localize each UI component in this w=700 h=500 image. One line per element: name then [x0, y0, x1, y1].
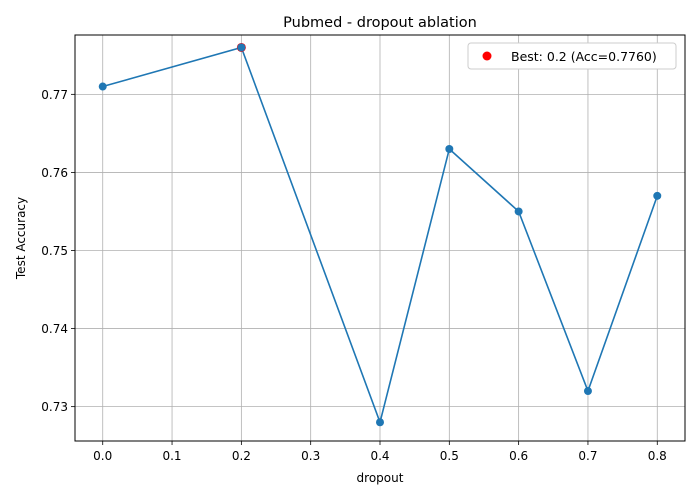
data-point	[583, 387, 592, 396]
legend-marker	[482, 51, 492, 61]
x-tick-label: 0.7	[578, 449, 597, 463]
legend-label: Best: 0.2 (Acc=0.7760)	[511, 49, 657, 64]
data-point	[237, 43, 246, 52]
grid-lines	[75, 35, 685, 441]
x-tick-label: 0.2	[232, 449, 251, 463]
x-tick-label: 0.3	[301, 449, 320, 463]
x-tick-label: 0.6	[509, 449, 528, 463]
y-tick-label: 0.75	[41, 244, 68, 258]
x-tick-label: 0.1	[162, 449, 181, 463]
data-point	[376, 418, 384, 427]
y-tick-label: 0.77	[41, 88, 68, 102]
y-axis-ticks: 0.73 0.74 0.75 0.76 0.77	[41, 88, 75, 414]
data-point	[653, 191, 662, 200]
y-tick-label: 0.74	[41, 322, 68, 336]
y-axis-label: Test Accuracy	[14, 197, 28, 280]
legend: Best: 0.2 (Acc=0.7760)	[467, 42, 677, 70]
legend-box	[467, 42, 677, 70]
y-tick-label: 0.73	[41, 400, 68, 414]
chart-title: Pubmed - dropout ablation	[283, 15, 477, 31]
data-points	[98, 42, 662, 427]
x-tick-label: 0.5	[440, 449, 459, 463]
y-tick-label: 0.76	[41, 166, 68, 180]
data-point	[98, 82, 107, 91]
x-tick-label: 0.8	[648, 449, 667, 463]
x-axis-label: dropout	[357, 471, 404, 485]
data-point	[514, 207, 523, 216]
x-axis-ticks: 0.0 0.1 0.2 0.3 0.4 0.5 0.6 0.7 0.8	[93, 441, 667, 463]
data-point	[445, 144, 454, 153]
x-tick-label: 0.4	[370, 449, 389, 463]
x-tick-label: 0.0	[93, 449, 112, 463]
